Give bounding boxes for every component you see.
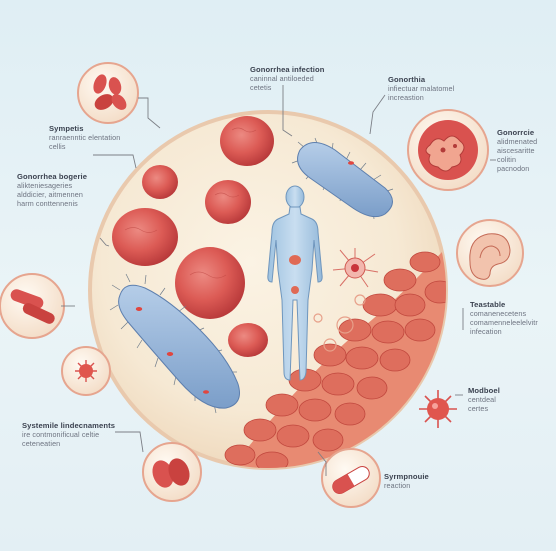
spiky-cell-icon	[419, 390, 457, 428]
red-blood-cells-icon	[77, 62, 139, 124]
label-title: Gonorrhea infection	[250, 65, 325, 74]
label-title: Sympetis	[49, 124, 84, 133]
label-teastable: Teastable comanenecetens comamenneleelel…	[470, 300, 538, 336]
label-gonorrhea-infection: Gonorrhea infection caninnal antiloeded …	[250, 65, 324, 92]
tablet-pills-icon	[142, 442, 202, 502]
label-systemile: Systemile lindecnaments ire contmonificu…	[22, 421, 115, 448]
bacterium-upper	[291, 137, 394, 220]
label-syrmpnouie: Syrmpnouie reaction	[384, 472, 429, 490]
spiky-cell-icon	[61, 346, 111, 396]
label-title: Syrmpnouie	[384, 472, 429, 481]
label-title: Systemile lindecnaments	[22, 421, 116, 430]
label-line: ire contmonificual celtie	[22, 430, 100, 439]
label-line: alikteniesageries	[17, 181, 73, 190]
label-line: centdeal	[468, 395, 496, 404]
human-figure-icon	[267, 185, 323, 381]
label-line: pacnodon	[497, 164, 530, 173]
label-gonorrhea-bogerie: Gonorrhea bogerie alikteniesageries aldd…	[17, 172, 87, 208]
vesicles	[313, 294, 366, 352]
label-line: infiectuar malatomel	[388, 84, 455, 93]
label-title: Teastable	[470, 300, 506, 309]
label-title: Gonorthia	[388, 75, 426, 84]
label-line: harm conttennenis	[17, 199, 78, 208]
ear-tissue-icon	[456, 219, 524, 287]
label-line: comanenecetens	[470, 309, 527, 318]
leader-lines	[61, 85, 496, 476]
label-line: cellis	[49, 142, 66, 151]
blood-cells	[112, 116, 274, 357]
label-symptoms: Sympetis ranraenntic elentation cellis	[49, 124, 120, 151]
label-line: alddicier, aitmennen	[17, 190, 83, 199]
label-gonorrcie: Gonorrcie alidmenated aiscesaritte colit…	[497, 128, 537, 173]
label-line: ranraenntic elentation	[49, 133, 121, 142]
label-line: infecation	[470, 327, 502, 336]
capsule-pill-icon	[321, 448, 381, 508]
label-line: alidmenated	[497, 137, 538, 146]
label-title: Gonorrhea bogerie	[17, 172, 88, 181]
label-line: cetetis	[250, 83, 272, 92]
label-title: Modboel	[468, 386, 500, 395]
label-line: ceteneatien	[22, 439, 61, 448]
label-gonorthia: Gonorthia infiectuar malatomel increasti…	[388, 75, 454, 102]
bacterium-icon	[0, 273, 65, 339]
label-line: certes	[468, 404, 489, 413]
label-modboel: Modboel centdeal certes	[468, 386, 500, 413]
bacterium-lower	[109, 273, 240, 414]
label-title: Gonorrcie	[497, 128, 535, 137]
label-line: aiscesaritte	[497, 146, 535, 155]
spiky-cell-icon	[332, 248, 379, 288]
label-line: comamenneleelelvitr	[470, 318, 538, 327]
label-line: reaction	[384, 481, 411, 490]
label-line: caninnal antiloeded	[250, 74, 314, 83]
label-line: increastion	[388, 93, 424, 102]
label-line: colitin	[497, 155, 517, 164]
cluster-cell-icon	[407, 109, 489, 191]
